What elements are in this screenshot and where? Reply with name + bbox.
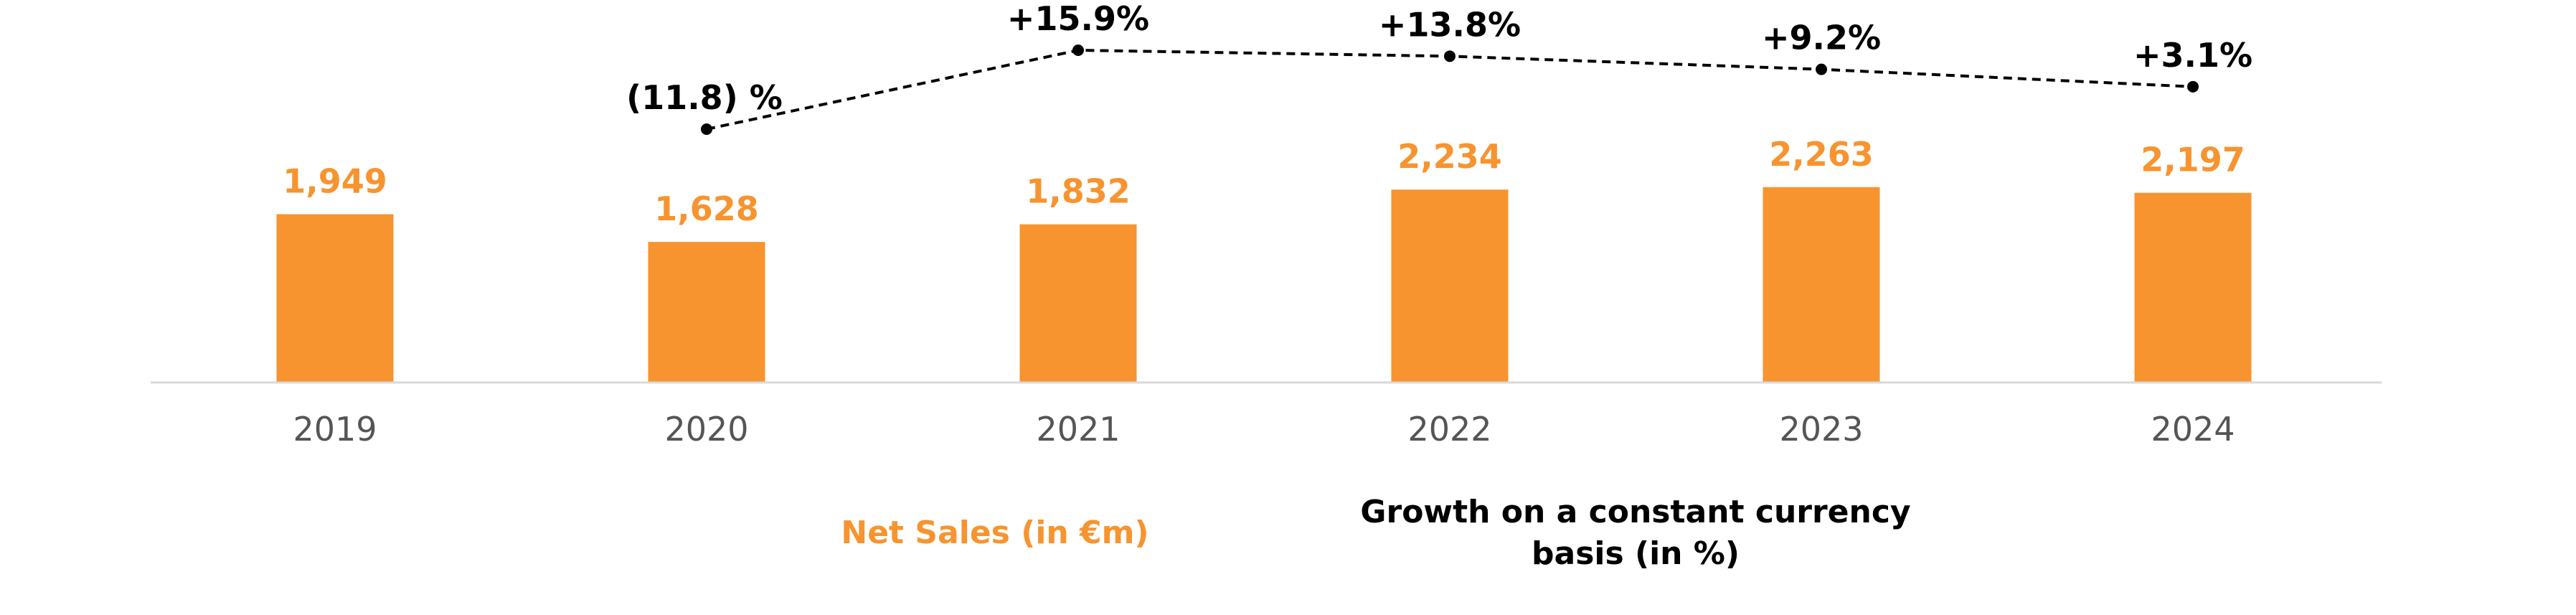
growth-label-2024: +3.1%: [2133, 36, 2252, 75]
bar-label-2024: 2,197: [2141, 141, 2245, 179]
growth-line: [706, 48, 2194, 131]
bar-2022: [1391, 189, 1509, 382]
x-tick-2021: 2021: [1036, 410, 1120, 449]
bar-label-2019: 1,949: [283, 162, 387, 201]
bar-2023: [1763, 187, 1880, 382]
growth-label-2020: (11.8) %: [626, 78, 783, 117]
bar-label-2020: 1,628: [654, 189, 759, 228]
x-tick-2020: 2020: [664, 410, 748, 449]
legend-growth-line2: basis (in %): [1532, 535, 1740, 572]
growth-point-2024: [2187, 80, 2199, 93]
bar-2024: [2134, 192, 2252, 382]
legend: Net Sales (in €m) Growth on a constant c…: [841, 494, 1910, 572]
x-tick-2019: 2019: [293, 410, 377, 449]
growth-point-2022: [1444, 50, 1456, 62]
bar-2019: [276, 214, 394, 382]
legend-growth-line1: Growth on a constant currency: [1360, 494, 1910, 530]
bar-2021: [1019, 224, 1137, 382]
growth-label-2021: +15.9%: [1007, 0, 1149, 38]
bar-label-2022: 2,234: [1397, 137, 1502, 176]
bar-2020: [648, 242, 765, 382]
growth-point-2021: [1072, 44, 1084, 56]
x-tick-2023: 2023: [1779, 410, 1863, 449]
growth-point-2020: [701, 123, 712, 135]
bars-layer: 1,949 1,628 1,832 2,234 2,263 2,197: [276, 135, 2252, 382]
growth-label-2022: +13.8%: [1379, 5, 1521, 44]
x-axis-ticks: 2019 2020 2021 2022 2023 2024: [293, 410, 2235, 449]
x-tick-2022: 2022: [1407, 410, 1491, 449]
bar-label-2021: 1,832: [1026, 172, 1131, 211]
growth-label-2023: +9.2%: [1762, 19, 1881, 57]
growth-point-2023: [1816, 63, 1827, 75]
bar-label-2023: 2,263: [1769, 135, 1874, 174]
growth-line-layer: (11.8) % +15.9% +13.8% +9.2% +3.1%: [626, 0, 2252, 135]
x-tick-2024: 2024: [2151, 410, 2235, 449]
legend-net-sales: Net Sales (in €m): [841, 515, 1148, 551]
